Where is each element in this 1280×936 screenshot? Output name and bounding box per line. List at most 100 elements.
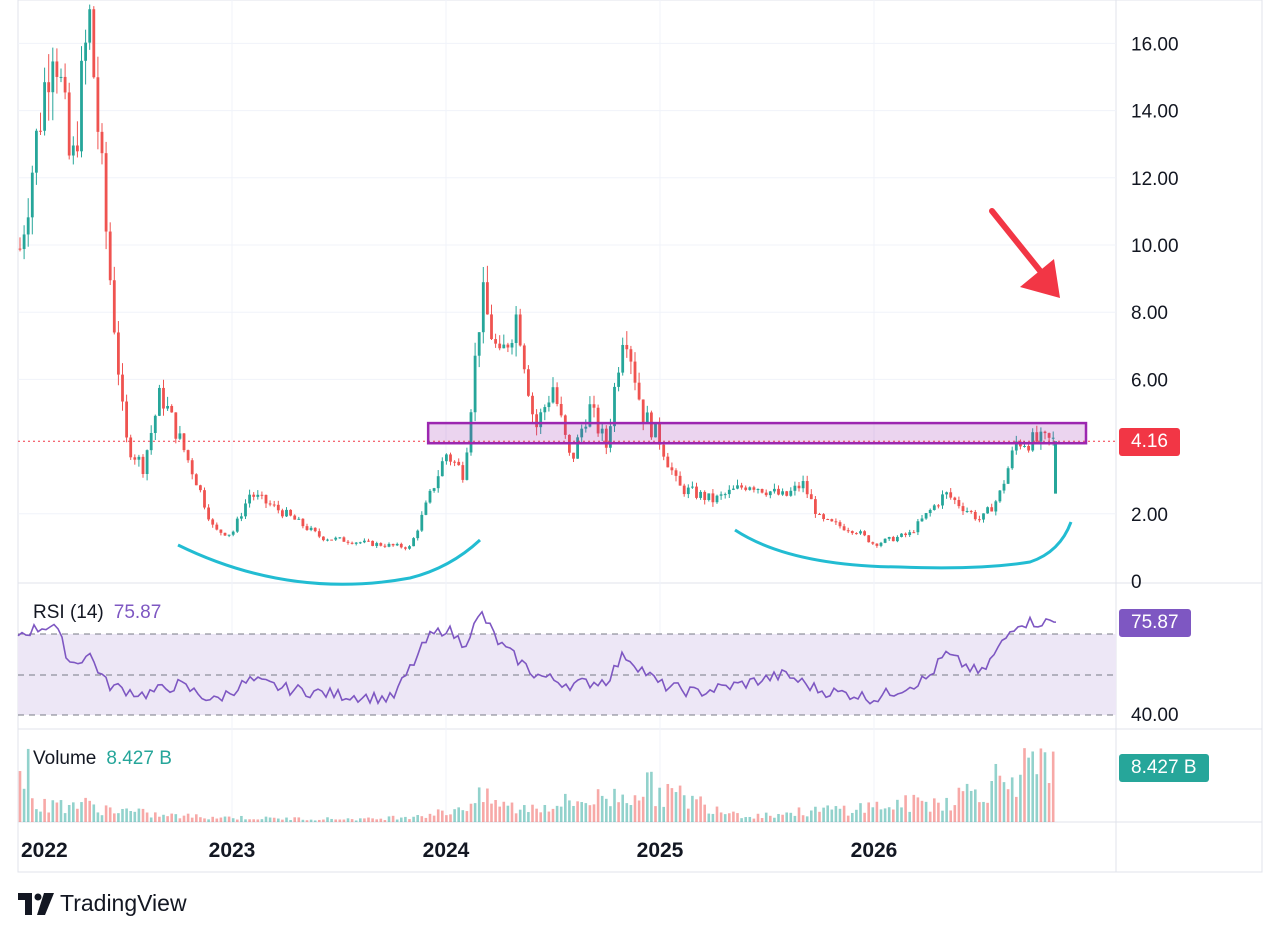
volume-bar — [547, 811, 551, 822]
volume-pane-label[interactable]: Volume 8.427 B — [33, 748, 172, 770]
volume-bar — [211, 816, 214, 822]
candle — [715, 495, 719, 503]
volume-bar — [67, 804, 71, 822]
candle — [178, 433, 182, 439]
candle — [744, 487, 748, 490]
candle — [814, 499, 817, 514]
candle — [395, 543, 399, 546]
volume-bar — [1039, 748, 1043, 822]
volume-bar — [297, 817, 301, 822]
volume-bar — [998, 775, 1002, 822]
candle — [522, 345, 526, 370]
candle — [580, 428, 584, 438]
candle — [494, 339, 497, 344]
volume-bar — [256, 819, 260, 822]
rsi-band — [18, 634, 1116, 715]
candle — [674, 470, 678, 476]
candle — [436, 476, 440, 489]
volume-bar — [47, 812, 50, 822]
volume-bar — [178, 818, 182, 822]
candle — [1014, 441, 1018, 451]
candle — [342, 537, 346, 542]
candle — [547, 402, 551, 408]
volume-bar — [1002, 782, 1006, 822]
candle — [133, 457, 137, 460]
volume-bar — [1051, 751, 1055, 822]
volume-bar — [137, 808, 141, 822]
candle — [818, 513, 821, 515]
price-tick-label: 14.00 — [1131, 102, 1179, 123]
volume-bar — [506, 805, 510, 822]
candle — [928, 509, 932, 514]
candle — [904, 533, 907, 536]
candle — [248, 494, 251, 504]
candle — [235, 518, 239, 532]
price-tick-label: 10.00 — [1131, 236, 1179, 257]
candle — [203, 490, 206, 508]
candle — [383, 545, 387, 547]
volume-bar — [732, 811, 735, 822]
volume-bar — [465, 811, 469, 822]
volume-bar — [359, 818, 362, 822]
volume-bar — [555, 805, 559, 822]
tradingview-branding[interactable]: TradingView — [18, 890, 187, 917]
candle — [39, 130, 42, 132]
volume-bar — [687, 808, 690, 822]
volume-bar — [268, 817, 272, 822]
candle — [961, 506, 965, 512]
volume-bar — [162, 814, 165, 822]
volume-bar — [600, 795, 604, 822]
candle — [588, 404, 592, 427]
volume-bar — [912, 794, 916, 822]
rsi-name: RSI (14) — [33, 602, 104, 623]
volume-bar — [313, 820, 317, 822]
volume-bar — [104, 805, 108, 822]
volume-bar — [789, 812, 793, 822]
candle — [416, 530, 420, 539]
candle — [108, 231, 112, 281]
candle — [141, 456, 145, 475]
volume-bar — [941, 810, 944, 822]
volume-bar — [88, 800, 91, 822]
volume-bar — [473, 803, 477, 822]
candle — [990, 507, 994, 512]
volume-bar — [605, 798, 608, 822]
volume-bar — [543, 804, 547, 822]
volume-bar — [502, 801, 506, 822]
volume-bar — [240, 815, 243, 822]
volume-bar — [945, 797, 948, 822]
candle — [514, 314, 518, 344]
volume-bar — [170, 813, 173, 822]
candle — [174, 412, 178, 439]
volume-bar — [781, 814, 784, 822]
volume-bar — [908, 811, 911, 822]
volume-bar — [154, 812, 157, 822]
volume-bar — [523, 805, 526, 822]
candle — [453, 461, 456, 463]
candle — [994, 501, 998, 512]
volume-bar — [969, 790, 973, 822]
volume-bar — [449, 814, 452, 822]
volume-bar — [285, 817, 288, 822]
candle — [748, 487, 752, 490]
volume-bar — [658, 787, 661, 822]
candle — [670, 467, 674, 471]
volume-bar — [625, 803, 629, 822]
volume-bar — [769, 815, 772, 822]
candle — [428, 490, 432, 503]
candle — [912, 532, 916, 534]
candle — [1006, 468, 1010, 484]
rsi-pane-label[interactable]: RSI (14) 75.87 — [33, 602, 161, 624]
candle — [264, 494, 268, 504]
volume-bar — [190, 817, 194, 822]
volume-value: 8.427 B — [106, 748, 172, 769]
price-tick-label: 6.00 — [1131, 370, 1168, 391]
volume-value-tag: 8.427 B — [1119, 754, 1209, 782]
volume-bar — [670, 788, 674, 822]
candle — [84, 42, 87, 61]
candle — [363, 540, 366, 543]
candle — [240, 516, 243, 519]
volume-bar — [145, 812, 149, 822]
volume-bar — [740, 818, 743, 822]
volume-bar — [432, 815, 436, 822]
